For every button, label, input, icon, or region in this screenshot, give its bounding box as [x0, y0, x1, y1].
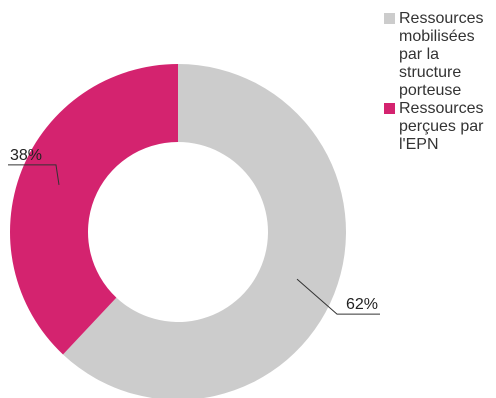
donut-slices	[9, 64, 346, 398]
legend-swatch-mobilisees	[384, 13, 395, 24]
legend-item-mobilisees: Ressources mobilisées par la structure p…	[384, 10, 496, 100]
percent-label-mobilisees: 62%	[346, 296, 378, 313]
donut-chart: 62% 38%	[8, 64, 380, 398]
legend: Ressources mobilisées par la structure p…	[384, 10, 496, 154]
slice-percues	[9, 64, 178, 355]
leader-line-mobilisees	[296, 278, 380, 315]
percent-label-percues: 38%	[10, 147, 42, 164]
legend-item-percues: Ressources perçues par l'EPN	[384, 100, 496, 154]
leader-lines	[8, 164, 380, 315]
legend-label-percues: Ressources perçues par l'EPN	[399, 100, 484, 153]
slice-mobilisees	[62, 64, 346, 398]
percent-labels: 62% 38%	[10, 147, 378, 313]
leader-line-percues	[8, 164, 60, 185]
legend-label-mobilisees: Ressources mobilisées par la structure p…	[399, 10, 484, 99]
legend-swatch-percues	[384, 103, 395, 114]
